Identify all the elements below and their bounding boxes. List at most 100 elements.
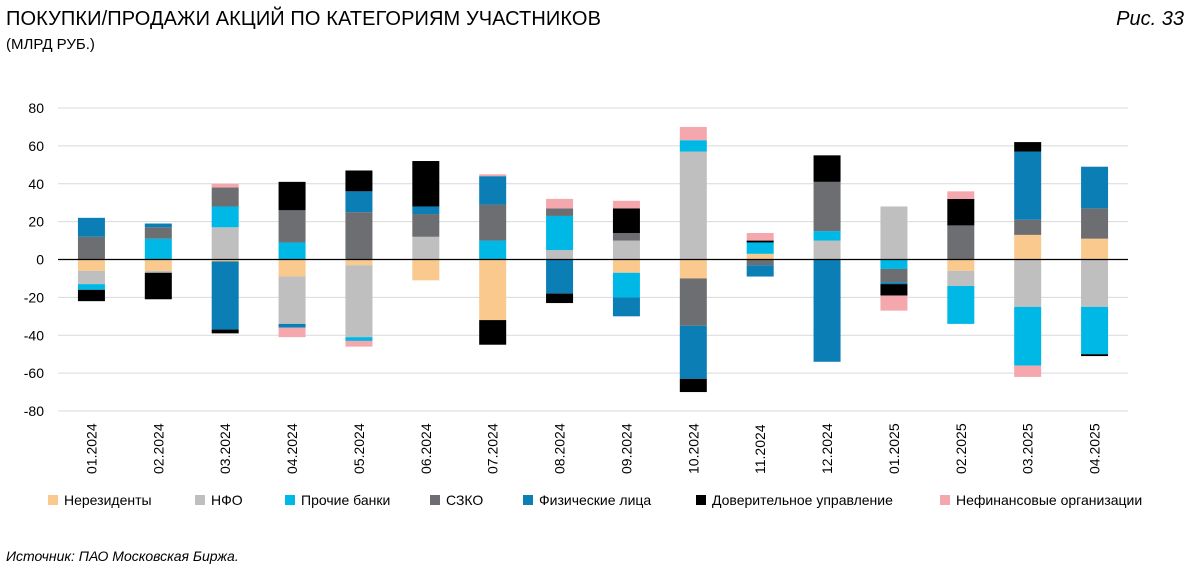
bar-segment (880, 282, 908, 285)
legend-label: НФО (211, 492, 243, 508)
legend-item: СЗКО (430, 492, 483, 508)
x-tick-label: 01.2024 (83, 423, 99, 474)
x-tick-label: 02.2024 (150, 423, 166, 474)
bar-segment (77, 270, 105, 285)
bar-segment (77, 284, 105, 290)
bar-segment (479, 259, 507, 321)
bar-segment (813, 231, 841, 241)
bar-segment (211, 206, 239, 228)
stacked-bar-chart: 80 60 40 20 0 -20 -40 -60 -80 01.2024 02.2024 03.2… (24, 100, 1128, 474)
bar-segment (479, 174, 507, 177)
bar-segment (813, 181, 841, 232)
bar-segment (345, 259, 373, 266)
bar-segment (211, 329, 239, 334)
x-tick-label: 09.2024 (618, 423, 634, 474)
bars (77, 126, 1109, 393)
bar-segment (679, 278, 707, 326)
legend-label: Прочие банки (301, 492, 391, 508)
bar-segment (880, 206, 908, 260)
bar-segment (880, 268, 908, 283)
bar-segment (679, 140, 707, 152)
legend-item: Нерезиденты (48, 492, 152, 508)
legend: Нерезиденты НФО Прочие банки СЗКО Физические… (40, 492, 1180, 512)
y-axis: 80 60 40 20 0 -20 -40 -60 -80 (24, 100, 44, 419)
bar-segment (278, 323, 306, 328)
y-tick-label: 20 (28, 214, 44, 230)
bar-segment (880, 295, 908, 311)
bar-segment (1014, 234, 1042, 260)
bar-segment (947, 270, 975, 287)
bar-segment (679, 378, 707, 393)
bar-segment (278, 210, 306, 243)
bar-segment (679, 325, 707, 379)
bar-segment (278, 259, 306, 277)
legend-item: НФО (195, 492, 243, 508)
legend-label: Физические лица (539, 492, 652, 508)
x-tick-label: 04.2025 (1087, 423, 1103, 474)
x-tick-label: 12.2024 (819, 423, 835, 474)
bar-segment (612, 240, 640, 260)
bar-segment (679, 259, 707, 279)
legend-swatch (195, 495, 205, 505)
x-tick-label: 03.2024 (217, 423, 233, 474)
bar-segment (1081, 354, 1109, 357)
y-tick-label: 40 (28, 176, 44, 192)
bar-segment (144, 270, 172, 273)
legend-label: Доверительное управление (712, 492, 893, 508)
bar-segment (144, 238, 172, 260)
bar-segment (345, 212, 373, 260)
bar-segment (412, 214, 440, 237)
bar-segment (479, 240, 507, 260)
bar-segment (1014, 142, 1042, 152)
bar-segment (612, 208, 640, 233)
bar-segment (947, 286, 975, 324)
bar-segment (479, 204, 507, 241)
bar-segment (880, 284, 908, 296)
bar-segment (746, 253, 774, 260)
bar-segment (144, 272, 172, 300)
chart-units: (МЛРД РУБ.) (6, 36, 95, 53)
bar-segment (412, 236, 440, 260)
y-tick-label: -20 (24, 289, 44, 305)
y-tick-label: -60 (24, 365, 44, 381)
bar-segment (77, 236, 105, 260)
bar-segment (679, 151, 707, 260)
bar-segment (947, 259, 975, 271)
bar-segment (211, 259, 239, 262)
y-tick-label: 80 (28, 100, 44, 116)
x-tick-label: 01.2025 (886, 423, 902, 474)
bar-segment (144, 227, 172, 239)
bar-segment (1014, 306, 1042, 366)
bar-segment (1081, 259, 1109, 307)
x-tick-label: 11.2024 (752, 424, 768, 474)
bar-segment (1081, 306, 1109, 355)
bar-segment (880, 259, 908, 269)
source-note: Источник: ПАО Московская Биржа. (6, 548, 239, 564)
bar-segment (746, 259, 774, 266)
x-tick-label: 10.2024 (685, 423, 701, 474)
bar-segment (612, 259, 640, 273)
x-tick-label: 03.2025 (1020, 423, 1036, 474)
x-axis: 01.2024 02.2024 03.2024 04.2024 05.2024 06.20… (83, 423, 1102, 474)
bar-segment (679, 126, 707, 141)
legend-item: Нефинансовые организации (940, 492, 1142, 508)
bar-segment (77, 289, 105, 302)
chart-title: ПОКУПКИ/ПРОДАЖИ АКЦИЙ ПО КАТЕГОРИЯМ УЧАС… (6, 8, 602, 30)
bar-segment (412, 206, 440, 215)
x-tick-label: 06.2024 (418, 423, 434, 474)
bar-segment (612, 272, 640, 298)
bar-segment (345, 265, 373, 338)
bar-segment (546, 215, 574, 251)
bar-segment (211, 187, 239, 207)
legend-swatch (940, 495, 950, 505)
bar-segment (345, 191, 373, 213)
x-tick-label: 02.2025 (953, 423, 969, 474)
bar-segment (1014, 151, 1042, 220)
bar-segment (412, 161, 440, 207)
bar-segment (1014, 259, 1042, 307)
bar-segment (546, 293, 574, 304)
figure-label: Рис. 33 (1116, 8, 1184, 30)
bar-segment (746, 232, 774, 241)
bar-segment (77, 259, 105, 271)
bar-segment (612, 297, 640, 317)
